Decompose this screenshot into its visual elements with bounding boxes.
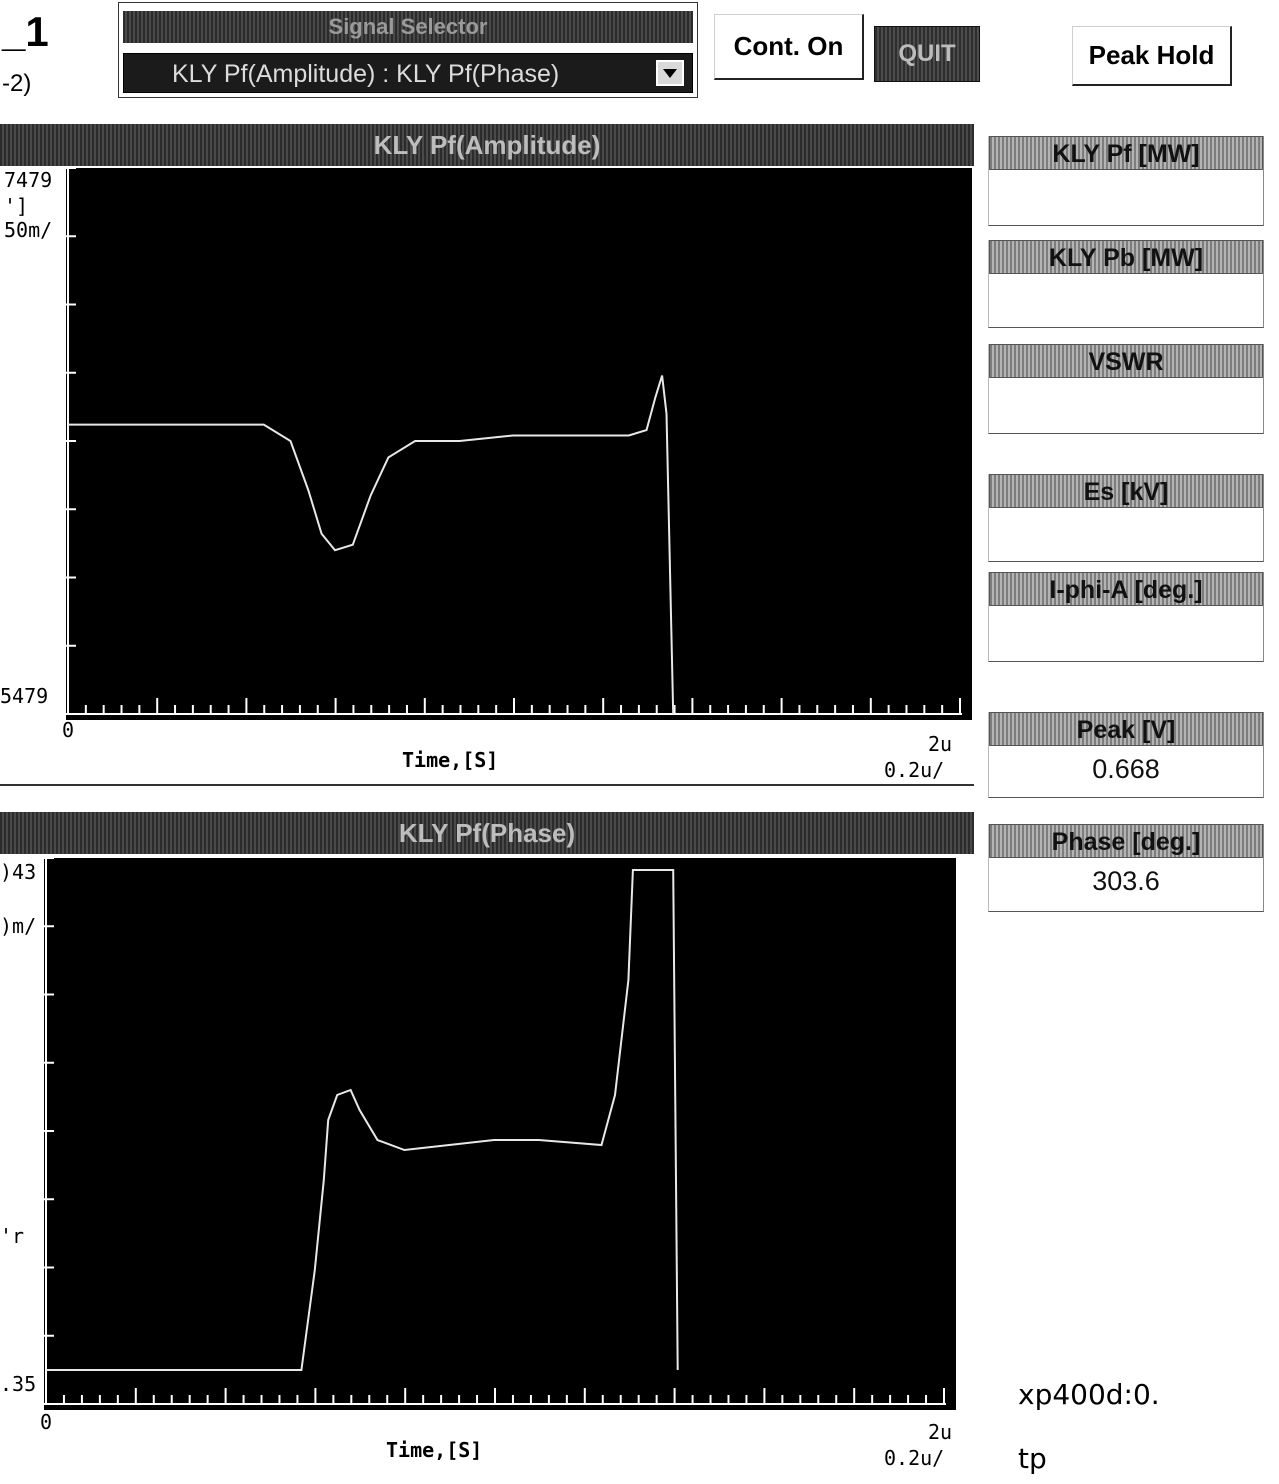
host-display-label: xp400d:0.	[1018, 1378, 1160, 1411]
kly-pb-readout: KLY Pb [MW]	[988, 240, 1264, 328]
phase-readout: Phase [deg.] 303.6	[988, 824, 1264, 912]
phase-plot	[44, 858, 956, 1410]
kly-pf-readout: KLY Pf [MW]	[988, 136, 1264, 226]
amplitude-x-div-label: 0.2u/	[884, 758, 945, 782]
phase-title: Phase [deg.]	[989, 824, 1263, 858]
window-subtitle-label: -2)	[2, 70, 32, 97]
es-readout: Es [kV]	[988, 474, 1264, 562]
divider	[0, 784, 974, 786]
amplitude-x-label: Time,[S]	[402, 748, 499, 772]
amplitude-x-start-label: 0	[62, 718, 75, 742]
phase-y-unit-label: 'r	[0, 1224, 25, 1248]
phase-ticks	[44, 858, 946, 1405]
amplitude-y-top-label: 7479	[4, 168, 53, 192]
phase-x-label: Time,[S]	[386, 1438, 483, 1462]
phase-value: 303.6	[1092, 866, 1160, 896]
signal-selector-title: Signal Selector	[123, 11, 693, 43]
peak-title: Peak [V]	[989, 712, 1263, 746]
window-title-label: _1	[2, 8, 49, 55]
phase-x-end-label: 2u	[928, 1420, 953, 1444]
quit-button[interactable]: QUIT	[874, 26, 980, 82]
cont-on-button[interactable]: Cont. On	[714, 14, 864, 80]
peak-hold-button[interactable]: Peak Hold	[1072, 26, 1232, 86]
signal-selector-group: Signal Selector KLY Pf(Amplitude) : KLY …	[118, 2, 698, 98]
vswr-title: VSWR	[989, 344, 1263, 378]
amplitude-plot-bg	[66, 168, 972, 720]
phase-y-top-label: )43	[0, 860, 37, 884]
amplitude-x-end-label: 2u	[928, 732, 953, 756]
amplitude-y-bottom-label: 5479	[0, 684, 49, 708]
peak-readout: Peak [V] 0.668	[988, 712, 1264, 798]
amplitude-y-div-label: 50m/	[4, 218, 53, 242]
phase-y-bottom-label: .35	[0, 1372, 37, 1396]
amplitude-panel-title: KLY Pf(Amplitude)	[0, 124, 974, 166]
amplitude-trace	[68, 375, 675, 715]
phase-x-start-label: 0	[40, 1410, 53, 1434]
amplitude-ticks	[66, 168, 962, 715]
phase-panel-title: KLY Pf(Phase)	[0, 812, 974, 854]
amplitude-y-unit-label: ']	[4, 194, 29, 218]
signal-selector-value: KLY Pf(Amplitude) : KLY Pf(Phase)	[172, 60, 560, 88]
phase-plot-bg	[44, 858, 956, 1410]
chevron-down-icon[interactable]	[656, 60, 684, 86]
phase-x-div-label: 0.2u/	[884, 1446, 945, 1470]
tp-label: tp	[1018, 1442, 1047, 1475]
peak-value: 0.668	[1092, 754, 1160, 784]
amplitude-plot	[66, 168, 972, 720]
signal-selector-dropdown[interactable]: KLY Pf(Amplitude) : KLY Pf(Phase)	[123, 53, 693, 93]
iphia-title: I-phi-A [deg.]	[989, 572, 1263, 606]
kly-pf-title: KLY Pf [MW]	[989, 136, 1263, 170]
es-title: Es [kV]	[989, 474, 1263, 508]
iphia-readout: I-phi-A [deg.]	[988, 572, 1264, 662]
vswr-readout: VSWR	[988, 344, 1264, 434]
phase-y-div-label: )m/	[0, 914, 37, 938]
phase-trace	[46, 869, 679, 1371]
kly-pb-title: KLY Pb [MW]	[989, 240, 1263, 274]
